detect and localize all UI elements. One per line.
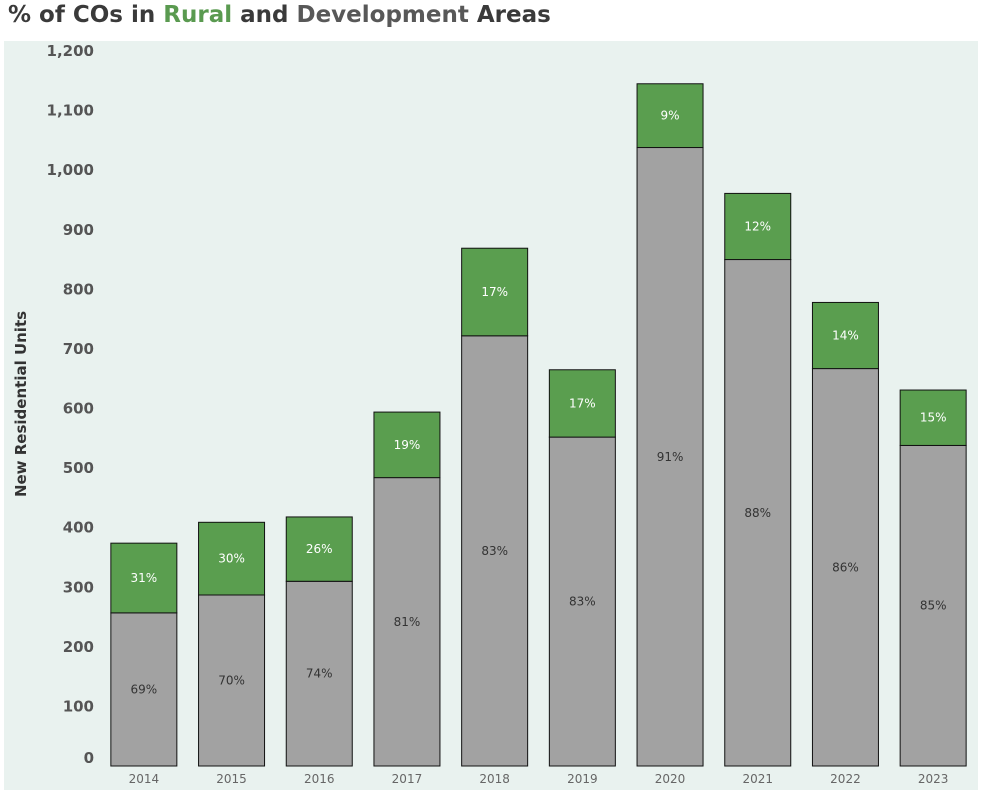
bar-development <box>461 335 529 767</box>
bar-development <box>636 147 704 767</box>
x-tick-label: 2015 <box>216 772 247 786</box>
y-tick-label: 0 <box>84 749 94 767</box>
rural-percent-label: 12% <box>744 219 771 233</box>
bar-rural <box>461 247 529 337</box>
title-development: Development <box>296 2 469 28</box>
title-suffix: Areas <box>468 2 551 28</box>
bar-rural <box>724 192 792 261</box>
rural-percent-label: 9% <box>661 109 680 123</box>
y-axis-label: New Residential Units <box>12 311 30 497</box>
x-tick-label: 2023 <box>918 772 949 786</box>
y-tick-label: 700 <box>63 340 94 358</box>
bar-rural <box>285 516 353 582</box>
rural-percent-label: 19% <box>394 438 421 452</box>
bar-development <box>899 444 967 767</box>
y-tick-label: 1,100 <box>47 102 94 120</box>
rural-percent-label: 17% <box>481 285 508 299</box>
development-percent-label: 69% <box>131 682 158 696</box>
bar-development <box>373 477 441 767</box>
title-rural: Rural <box>163 2 233 28</box>
bar-development <box>724 259 792 767</box>
y-tick-label: 500 <box>63 459 94 477</box>
rural-percent-label: 14% <box>832 329 859 343</box>
rural-percent-label: 31% <box>131 571 158 585</box>
x-tick-label: 2014 <box>129 772 160 786</box>
x-axis: 2014 2015 2016 2017 2018 2019 2020 2021 2022 2023 <box>129 772 949 786</box>
title-prefix: % of COs in <box>8 2 164 28</box>
chart-title: % of COs in Rural and Development Areas <box>8 0 551 32</box>
development-percent-label: 91% <box>657 450 684 464</box>
x-tick-label: 2019 <box>567 772 598 786</box>
bars: 31% 69% 30% 70% 26% 74% 19% 81% 17% 83% 17% 83% 9% 91… <box>110 83 967 767</box>
bar-rural <box>198 521 266 596</box>
bar-rural <box>110 542 178 614</box>
x-tick-label: 2018 <box>479 772 510 786</box>
rural-percent-label: 30% <box>218 552 245 566</box>
development-percent-label: 70% <box>218 673 245 687</box>
development-percent-label: 86% <box>832 560 859 574</box>
rural-percent-label: 15% <box>920 411 947 425</box>
x-tick-label: 2022 <box>830 772 861 786</box>
x-tick-label: 2017 <box>392 772 423 786</box>
rural-percent-label: 17% <box>569 396 596 410</box>
bar-development <box>548 436 616 767</box>
y-tick-label: 900 <box>63 221 94 239</box>
development-percent-label: 74% <box>306 667 333 681</box>
y-tick-label: 1,200 <box>47 42 94 60</box>
development-percent-label: 85% <box>920 599 947 613</box>
y-tick-label: 1,000 <box>47 161 94 179</box>
bar-rural <box>373 411 441 479</box>
bar-development <box>811 368 879 767</box>
y-tick-label: 600 <box>63 400 94 418</box>
development-percent-label: 83% <box>481 544 508 558</box>
y-tick-label: 100 <box>63 697 94 715</box>
development-percent-label: 81% <box>394 615 421 629</box>
y-axis: 0 100 200 300 400 500 600 700 800 900 1,000 1,100 1,… <box>47 42 94 767</box>
bar-rural <box>636 83 704 149</box>
x-tick-label: 2021 <box>742 772 773 786</box>
development-percent-label: 88% <box>744 506 771 520</box>
y-tick-label: 800 <box>63 280 94 298</box>
x-tick-label: 2016 <box>304 772 335 786</box>
bar-rural <box>811 301 879 370</box>
bar-rural <box>548 369 616 438</box>
development-percent-label: 83% <box>569 595 596 609</box>
y-tick-label: 200 <box>63 638 94 656</box>
bar-development <box>285 580 353 767</box>
title-middle: and <box>232 2 297 28</box>
y-tick-label: 400 <box>63 519 94 537</box>
y-tick-label: 300 <box>63 578 94 596</box>
bar-rural <box>899 389 967 446</box>
rural-percent-label: 26% <box>306 542 333 556</box>
x-tick-label: 2020 <box>655 772 686 786</box>
